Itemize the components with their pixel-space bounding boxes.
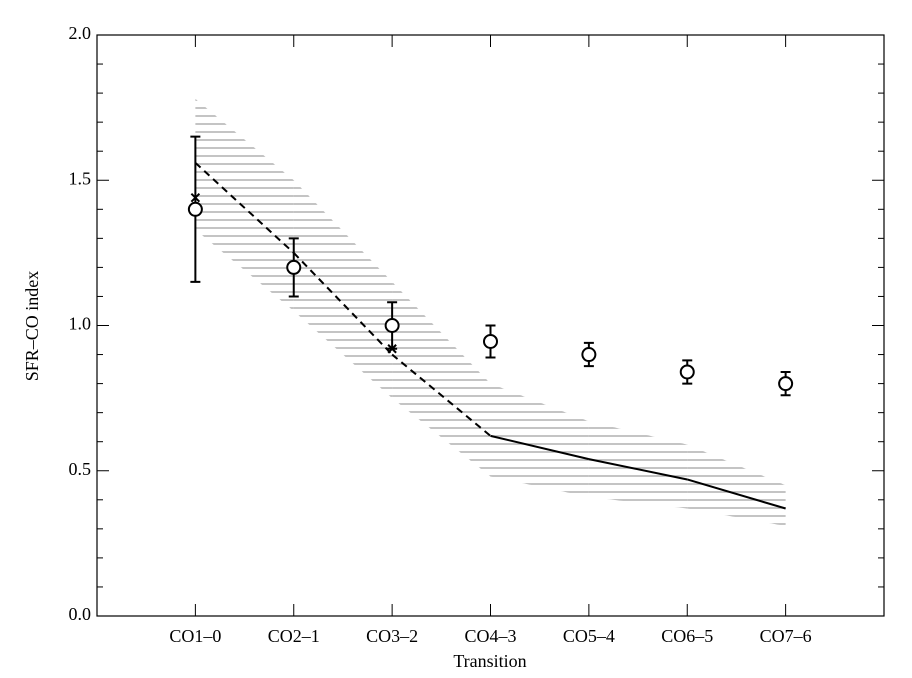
- y-tick-label: 1.0: [69, 314, 92, 334]
- model-band: [293, 180, 393, 399]
- x-tick-label: CO7–6: [760, 626, 812, 646]
- data-point: [581, 347, 597, 363]
- model-band: [195, 98, 294, 311]
- y-tick-label: 1.5: [69, 168, 92, 188]
- data-point: [187, 201, 203, 217]
- y-tick-label: 0.0: [69, 604, 92, 624]
- model-segment: [686, 478, 786, 510]
- data-point: [483, 333, 498, 349]
- x-tick-label: CO2–1: [268, 626, 320, 646]
- model-band: [687, 444, 786, 526]
- data-point: [286, 259, 302, 275]
- y-axis-label: SFR–CO index: [22, 271, 42, 382]
- x-axis-label: Transition: [453, 651, 526, 671]
- x-tick-label: CO3–2: [366, 626, 418, 646]
- model-band: [588, 421, 688, 509]
- model-band: [392, 281, 491, 477]
- x-tick-label: CO5–4: [563, 626, 615, 646]
- x-tick-label: CO6–5: [661, 626, 713, 646]
- data-point: [778, 376, 794, 392]
- x-tick-label: CO4–3: [464, 626, 516, 646]
- model-segment: [588, 458, 688, 481]
- x-tick-label: CO1–0: [169, 626, 221, 646]
- model-segment: [194, 162, 295, 254]
- y-tick-label: 2.0: [69, 23, 92, 43]
- model-band: [490, 383, 589, 497]
- model-segment: [490, 434, 590, 461]
- data-point: [679, 364, 695, 380]
- model-segment: [391, 353, 492, 437]
- data-point: [384, 318, 400, 333]
- y-tick-label: 0.5: [69, 459, 92, 479]
